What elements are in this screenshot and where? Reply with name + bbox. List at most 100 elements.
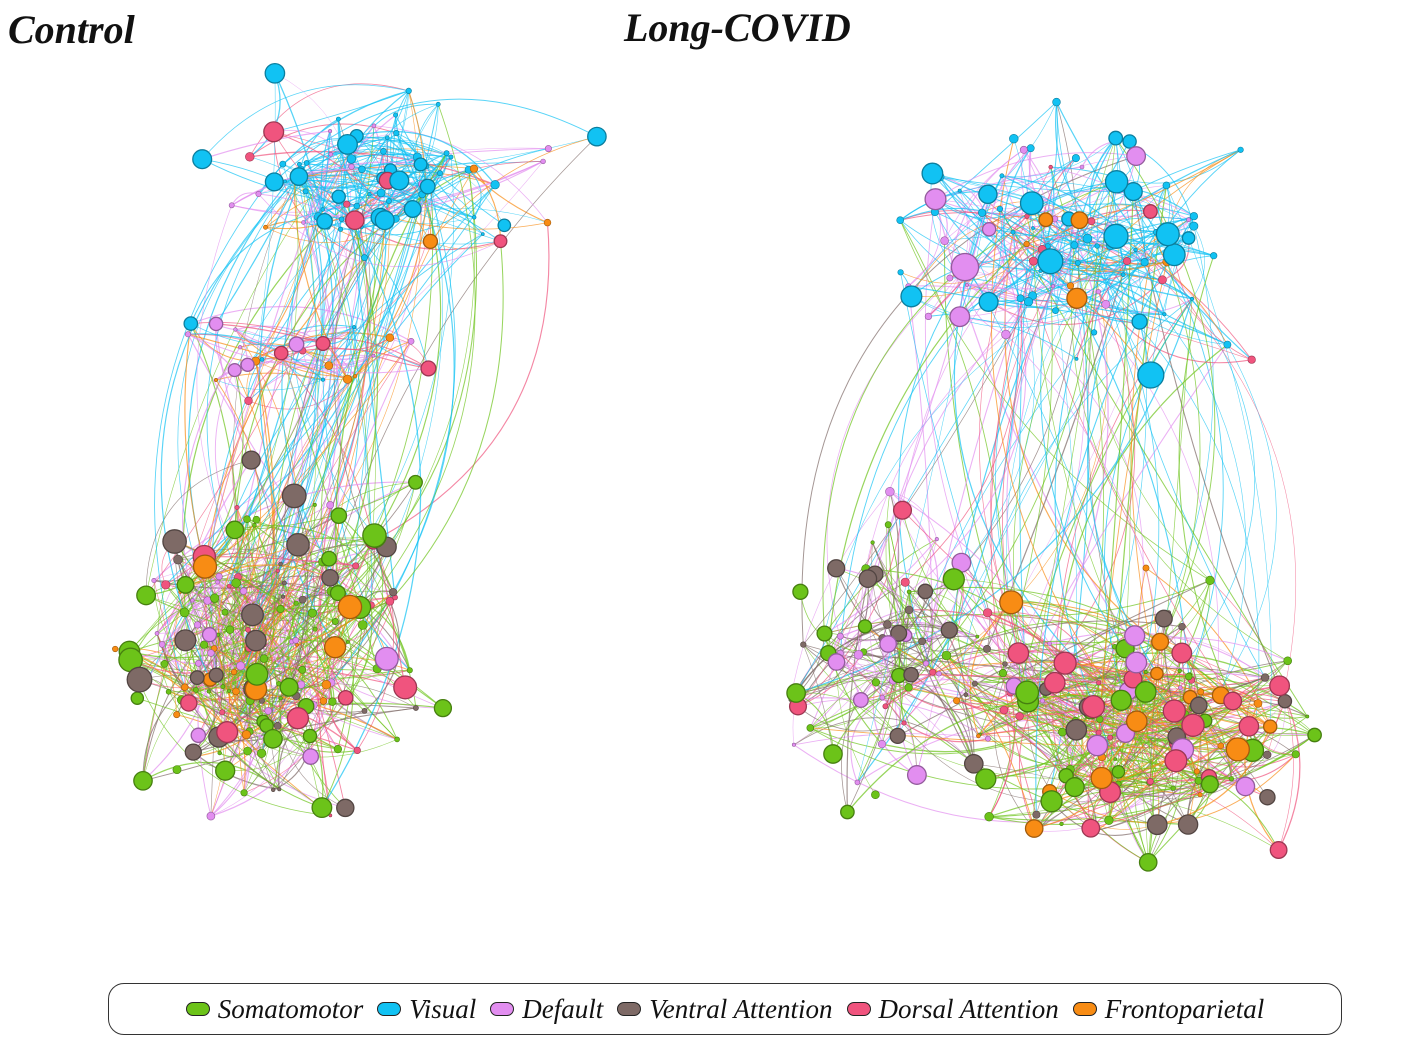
- node-visual: [1120, 272, 1126, 278]
- node-visual: [303, 160, 310, 166]
- node-default: [348, 163, 355, 170]
- node-ventral-attention: [173, 554, 183, 565]
- edge-default: [824, 538, 938, 634]
- edge-somatomotor: [1071, 245, 1288, 662]
- edge-dorsal-attention: [204, 556, 356, 567]
- edge-somatomotor: [1148, 677, 1266, 784]
- node-somatomotor: [942, 568, 965, 591]
- node-default: [255, 191, 262, 198]
- edge-dorsal-attention: [302, 348, 429, 369]
- edge-frontoparietal: [255, 209, 324, 362]
- node-visual: [1090, 329, 1098, 336]
- edge-default: [896, 218, 1056, 634]
- edge-default: [182, 346, 241, 692]
- edge-ventral-attention: [803, 261, 1050, 645]
- node-somatomotor: [1059, 821, 1064, 827]
- node-ventral-attention: [1262, 750, 1272, 759]
- node-somatomotor: [243, 515, 251, 524]
- node-visual: [490, 180, 500, 190]
- node-somatomotor: [307, 608, 317, 618]
- node-visual: [352, 325, 357, 330]
- node-default: [879, 635, 897, 653]
- edge-somatomotor: [288, 241, 504, 688]
- edge-visual: [911, 296, 1106, 329]
- legend-item-dorsal-attention: Dorsal Attention: [846, 994, 1059, 1025]
- node-frontoparietal: [1253, 699, 1263, 708]
- edge-somatomotor: [988, 783, 1211, 825]
- node-visual: [437, 170, 443, 177]
- node-dorsal-attention: [180, 694, 198, 712]
- edge-frontoparietal: [215, 379, 261, 630]
- edge-dorsal-attention: [1135, 249, 1253, 360]
- edge-visual: [898, 157, 1077, 673]
- node-ventral-attention: [389, 588, 398, 597]
- node-somatomotor: [179, 607, 190, 618]
- node-ventral-attention: [281, 580, 287, 586]
- node-somatomotor: [816, 625, 833, 642]
- node-dorsal-attention: [882, 703, 889, 710]
- edge-somatomotor: [1178, 255, 1259, 752]
- node-default: [965, 283, 969, 287]
- node-somatomotor: [984, 811, 994, 822]
- node-ventral-attention: [336, 798, 355, 818]
- legend-swatch-somatomotor: [185, 1002, 210, 1016]
- edge-ventral-attention: [1117, 734, 1315, 798]
- edge-somatomotor: [1027, 701, 1103, 792]
- node-somatomotor: [231, 578, 241, 588]
- node-default: [1047, 641, 1052, 646]
- node-frontoparietal: [543, 218, 552, 227]
- node-somatomotor: [215, 760, 236, 781]
- node-frontoparietal: [1125, 710, 1148, 733]
- edge-visual: [1166, 185, 1272, 727]
- node-dorsal-attention: [892, 500, 913, 520]
- node-dorsal-attention: [343, 200, 351, 208]
- node-somatomotor: [330, 507, 348, 525]
- edge-dorsal-attention: [249, 83, 409, 157]
- node-frontoparietal: [214, 377, 219, 382]
- edge-dorsal-attention: [356, 540, 395, 751]
- node-ventral-attention: [858, 569, 878, 589]
- edge-ventral-attention: [872, 542, 950, 631]
- edge-visual: [995, 301, 1045, 696]
- edge-somatomotor: [899, 220, 1211, 581]
- edge-somatomotor: [1114, 758, 1174, 789]
- node-visual: [302, 188, 309, 195]
- node-somatomotor: [263, 728, 283, 749]
- edge-visual: [353, 326, 429, 369]
- edge-default: [202, 130, 331, 160]
- node-visual: [1133, 247, 1138, 252]
- node-visual: [353, 202, 360, 210]
- edge-dorsal-attention: [354, 160, 544, 221]
- edge-dorsal-attention: [204, 553, 372, 606]
- node-somatomotor: [806, 724, 815, 732]
- node-default: [227, 363, 242, 378]
- edge-visual: [908, 285, 1140, 323]
- edge-frontoparietal: [946, 655, 1035, 829]
- node-ventral-attention: [1032, 810, 1041, 819]
- node-visual: [1162, 181, 1171, 190]
- node-visual: [1223, 340, 1232, 349]
- node-default: [328, 129, 333, 134]
- edge-somatomotor: [182, 203, 348, 754]
- node-default: [924, 312, 933, 321]
- node-somatomotor: [165, 688, 172, 695]
- node-default: [233, 327, 238, 332]
- edge-default: [1048, 218, 1109, 644]
- node-ventral-attention: [162, 529, 187, 554]
- edge-frontoparietal: [990, 138, 1201, 796]
- edge-somatomotor: [1008, 598, 1190, 677]
- node-ventral-attention: [1178, 622, 1186, 631]
- node-ventral-attention: [800, 641, 807, 648]
- node-visual: [1104, 170, 1129, 194]
- edge-frontoparietal: [204, 200, 390, 567]
- edge-default: [218, 576, 339, 750]
- node-dorsal-attention: [344, 210, 365, 231]
- node-ventral-attention: [271, 787, 276, 792]
- node-dorsal-attention: [420, 360, 437, 377]
- node-visual: [338, 226, 344, 232]
- edge-visual: [160, 177, 299, 680]
- edge-frontoparietal: [204, 135, 357, 567]
- node-visual: [1140, 258, 1149, 267]
- node-somatomotor: [333, 744, 343, 754]
- edge-visual: [273, 90, 409, 133]
